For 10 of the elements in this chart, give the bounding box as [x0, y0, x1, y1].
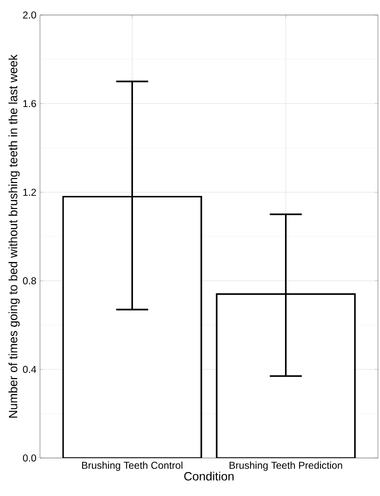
y-axis-title: Number of times going to bed without brushing teeth in the last week — [8, 54, 20, 418]
y-tick-label: 0.0 — [22, 454, 36, 462]
y-tick-label: 0.4 — [22, 366, 36, 373]
y-tick-label: 1.2 — [23, 188, 36, 196]
y-tick-label: 0.8 — [22, 277, 36, 284]
y-tick-label: 2.0 — [23, 11, 36, 19]
x-tick-label: Brushing Teeth Prediction — [230, 462, 342, 471]
x-axis-title: Condition — [184, 472, 234, 481]
x-tick-label: Brushing Teeth Control — [82, 462, 182, 471]
y-tick-label: 1.6 — [23, 100, 36, 108]
